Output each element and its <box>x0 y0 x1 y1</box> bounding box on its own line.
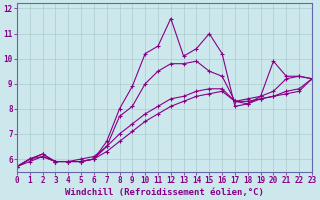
X-axis label: Windchill (Refroidissement éolien,°C): Windchill (Refroidissement éolien,°C) <box>65 188 264 197</box>
